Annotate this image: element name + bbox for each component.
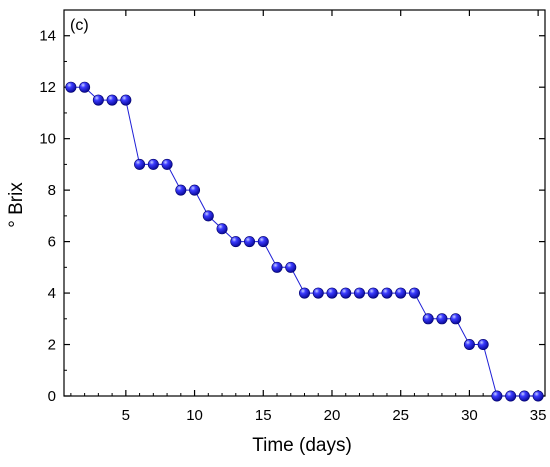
data-point bbox=[92, 94, 104, 106]
data-point bbox=[532, 390, 544, 402]
y-tick-label: 0 bbox=[48, 388, 56, 405]
plot-frame bbox=[63, 9, 546, 397]
data-point bbox=[120, 94, 132, 106]
data-point bbox=[491, 390, 503, 402]
data-point bbox=[422, 313, 434, 325]
data-point bbox=[340, 287, 352, 299]
data-point bbox=[477, 339, 489, 351]
x-tick-label: 15 bbox=[255, 407, 272, 424]
data-point bbox=[230, 236, 242, 248]
series-layer bbox=[65, 81, 544, 402]
data-point bbox=[395, 287, 407, 299]
data-point bbox=[161, 158, 173, 170]
data-point bbox=[450, 313, 462, 325]
data-point bbox=[367, 287, 379, 299]
y-tick-label: 6 bbox=[48, 234, 56, 251]
data-point bbox=[312, 287, 324, 299]
x-tick-label: 20 bbox=[324, 407, 341, 424]
x-tick-label: 35 bbox=[530, 407, 547, 424]
data-point bbox=[285, 261, 297, 273]
data-point bbox=[353, 287, 365, 299]
x-tick-label: 25 bbox=[392, 407, 409, 424]
data-point bbox=[65, 81, 77, 93]
x-tick-label: 5 bbox=[122, 407, 130, 424]
data-point bbox=[134, 158, 146, 170]
data-point bbox=[147, 158, 159, 170]
data-point bbox=[326, 287, 338, 299]
data-point bbox=[381, 287, 393, 299]
ticks-layer: 5 10 15 20 25 30 35 0 2 4 6 8 10 12 14 bbox=[39, 10, 546, 424]
data-point bbox=[106, 94, 118, 106]
data-point bbox=[518, 390, 530, 402]
data-point bbox=[298, 287, 310, 299]
y-tick-label: 2 bbox=[48, 337, 56, 354]
y-tick-label: 10 bbox=[39, 131, 56, 148]
data-point bbox=[189, 184, 201, 196]
x-tick-label: 30 bbox=[461, 407, 478, 424]
data-point bbox=[244, 236, 256, 248]
data-point bbox=[257, 236, 269, 248]
data-point bbox=[175, 184, 187, 196]
data-point bbox=[463, 339, 475, 351]
panel-label: (c) bbox=[70, 17, 89, 34]
data-point bbox=[79, 81, 91, 93]
x-tick-label: 10 bbox=[186, 407, 203, 424]
y-axis-title: ° Brix bbox=[6, 182, 27, 228]
data-point bbox=[436, 313, 448, 325]
y-tick-label: 8 bbox=[48, 182, 56, 199]
y-tick-label: 14 bbox=[39, 28, 56, 45]
data-point bbox=[216, 223, 228, 235]
data-point bbox=[505, 390, 517, 402]
y-tick-label: 12 bbox=[39, 79, 56, 96]
data-point bbox=[408, 287, 420, 299]
data-point bbox=[271, 261, 283, 273]
y-tick-label: 4 bbox=[48, 285, 56, 302]
data-point bbox=[202, 210, 214, 222]
x-axis-title: Time (days) bbox=[252, 435, 352, 456]
